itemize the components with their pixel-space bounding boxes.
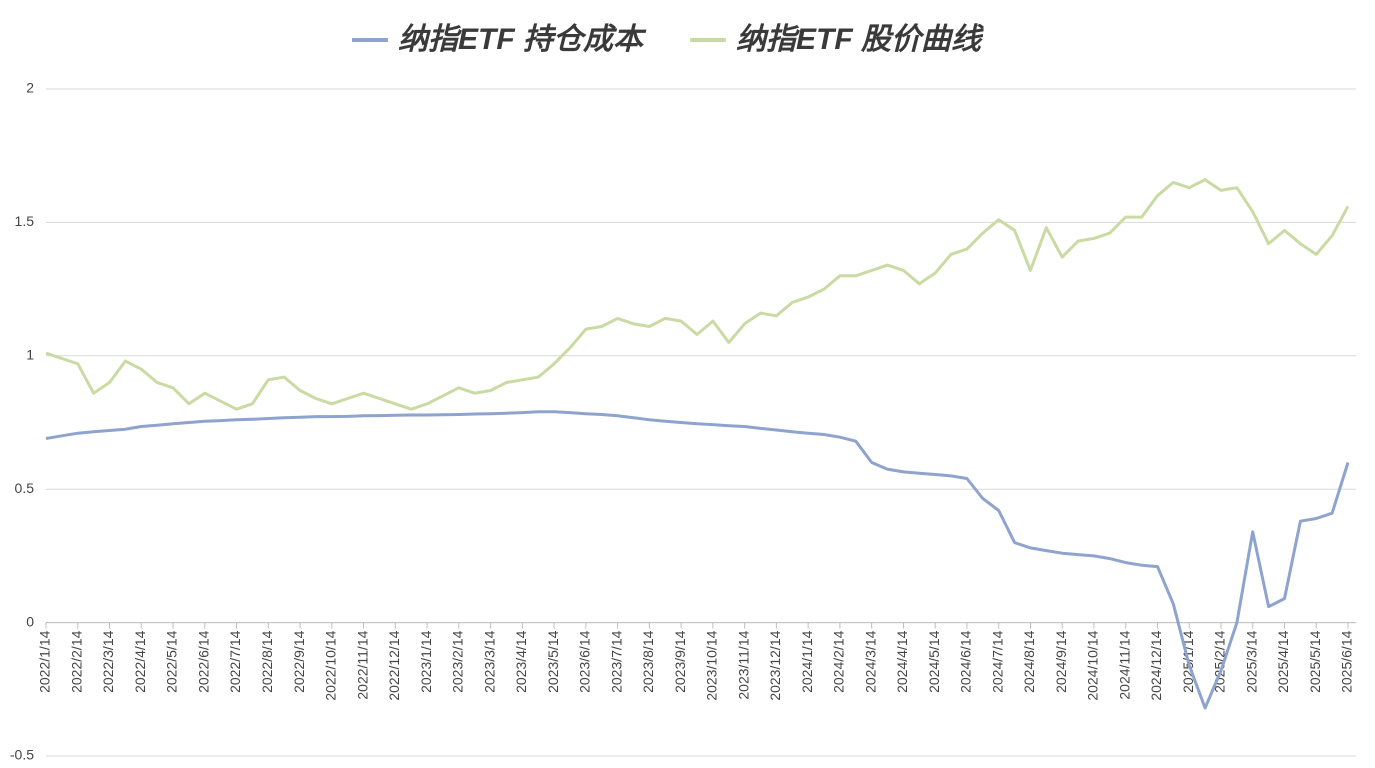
x-tick-label: 2022/1/14 bbox=[37, 630, 53, 692]
x-tick-label: 2023/7/14 bbox=[608, 630, 624, 692]
x-tick-label: 2024/11/14 bbox=[1116, 630, 1132, 699]
x-tick-label: 2023/9/14 bbox=[672, 630, 688, 692]
x-tick-label: 2024/1/14 bbox=[799, 630, 815, 692]
line-series bbox=[45, 178, 1350, 411]
x-tick-label: 2024/4/14 bbox=[894, 630, 910, 692]
legend-text: 纳指ETF 持仓成本 bbox=[398, 23, 647, 56]
x-tick-label: 2022/7/14 bbox=[227, 630, 243, 692]
x-tick-label: 2025/6/14 bbox=[1339, 630, 1355, 692]
x-tick-label: 2024/8/14 bbox=[1021, 630, 1037, 692]
x-tick-label: 2022/6/14 bbox=[195, 630, 211, 692]
y-tick-label: 0.5 bbox=[15, 480, 35, 496]
x-tick-label: 2023/4/14 bbox=[513, 630, 529, 692]
x-tick-label: 2024/9/14 bbox=[1053, 630, 1069, 692]
x-tick-label: 2025/3/14 bbox=[1243, 630, 1259, 692]
x-tick-label: 2022/8/14 bbox=[259, 630, 275, 692]
y-tick-label: 1 bbox=[26, 347, 34, 363]
y-tick-label: 0 bbox=[26, 613, 34, 629]
legend-text: 纳指ETF 股价曲线 bbox=[736, 23, 985, 56]
x-tick-label: 2025/4/14 bbox=[1275, 630, 1291, 692]
x-tick-label: 2022/11/14 bbox=[354, 630, 370, 699]
x-tick-label: 2022/4/14 bbox=[132, 630, 148, 692]
x-tick-label: 2023/6/14 bbox=[577, 630, 593, 692]
x-tick-label: 2024/12/14 bbox=[1148, 630, 1164, 700]
line-series bbox=[45, 410, 1350, 710]
x-tick-label: 2022/12/14 bbox=[386, 630, 402, 700]
x-tick-label: 2023/3/14 bbox=[481, 630, 497, 692]
x-tick-label: 2025/5/14 bbox=[1307, 630, 1323, 692]
x-tick-label: 2023/11/14 bbox=[735, 630, 751, 699]
x-tick-label: 2022/2/14 bbox=[68, 630, 84, 692]
x-tick-label: 2022/10/14 bbox=[323, 630, 339, 700]
x-tick-label: 2023/8/14 bbox=[640, 630, 656, 692]
x-tick-label: 2023/10/14 bbox=[704, 630, 720, 700]
y-tick-label: 2 bbox=[26, 80, 34, 96]
x-tick-label: 2024/10/14 bbox=[1085, 630, 1101, 700]
x-tick-label: 2022/3/14 bbox=[100, 630, 116, 692]
x-tick-label: 2022/9/14 bbox=[291, 630, 307, 692]
x-tick-label: 2023/12/14 bbox=[767, 630, 783, 700]
x-tick-label: 2023/2/14 bbox=[450, 630, 466, 692]
x-tick-label: 2022/5/14 bbox=[164, 630, 180, 692]
x-tick-label: 2024/3/14 bbox=[862, 630, 878, 692]
x-tick-label: 2024/2/14 bbox=[831, 630, 847, 692]
x-tick-label: 2023/1/14 bbox=[418, 630, 434, 692]
x-tick-label: 2025/2/14 bbox=[1212, 630, 1228, 692]
x-tick-label: 2023/5/14 bbox=[545, 630, 561, 692]
x-tick-label: 2024/5/14 bbox=[926, 630, 942, 692]
x-tick-label: 2024/7/14 bbox=[989, 630, 1005, 692]
x-tick-label: 2024/6/14 bbox=[958, 630, 974, 692]
y-tick-label: 1.5 bbox=[15, 213, 35, 229]
y-tick-label: -0.5 bbox=[10, 747, 34, 763]
